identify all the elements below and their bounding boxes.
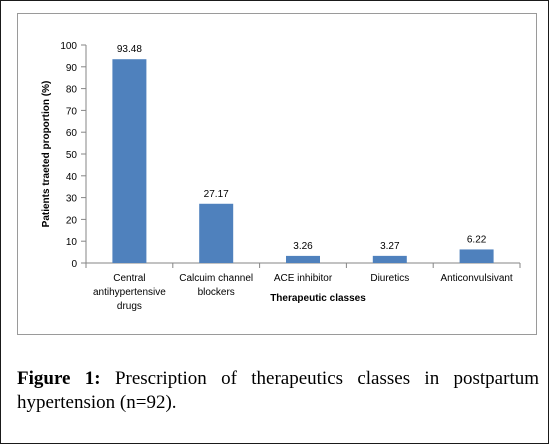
bar-value-label: 3.26	[293, 241, 313, 252]
x-category-label: antihypertensive	[93, 287, 166, 298]
y-tick-label: 40	[66, 172, 78, 183]
y-tick-label: 0	[71, 259, 77, 270]
x-category-label: Calcuim channel	[179, 273, 253, 284]
x-category-label: ACE inhibitor	[274, 273, 333, 284]
bar-value-label: 6.22	[467, 234, 487, 245]
figure-caption: Figure 1: Prescription of therapeutics c…	[17, 367, 539, 415]
y-tick-label: 60	[66, 128, 78, 139]
bar-value-label: 3.27	[380, 241, 400, 252]
y-tick-label: 50	[66, 150, 78, 161]
y-tick-label: 80	[66, 85, 78, 96]
bar	[199, 203, 234, 263]
bar-chart: 0 10 20 30 40 50 60 70 80 90 100 93.48 Central antihy…	[41, 41, 521, 312]
y-tick-label: 10	[66, 237, 78, 248]
bar-value-label: 27.17	[204, 189, 229, 200]
caption-label: Figure 1:	[17, 368, 101, 389]
bar	[459, 249, 494, 263]
bar	[286, 255, 320, 263]
caption-text-1: Prescription of therapeutics classes in …	[114, 368, 540, 389]
x-category-label: drugs	[117, 301, 142, 312]
y-tick-label: 90	[66, 63, 78, 74]
caption-line-1: Figure 1: Prescription of therapeutics c…	[17, 367, 539, 391]
x-category-label: Central	[113, 273, 145, 284]
bar-value-label: 93.48	[117, 44, 142, 55]
y-axis-title: Patients traeted proportion (%)	[41, 81, 52, 228]
y-tick-label: 30	[66, 194, 78, 205]
x-axis-title: Therapeutic classes	[270, 293, 366, 304]
x-category-label: Anticonvulsivant	[440, 273, 512, 284]
x-category-label: Diuretics	[370, 273, 409, 284]
chart-container: 0 10 20 30 40 50 60 70 80 90 100 93.48 Central antihy…	[17, 13, 537, 335]
caption-text-2: hypertension (n=92).	[17, 392, 177, 413]
y-tick-label: 20	[66, 215, 78, 226]
x-category-label: blockers	[198, 287, 235, 298]
y-tick-label: 100	[60, 41, 77, 52]
bar	[372, 255, 407, 263]
bar	[112, 59, 147, 264]
y-tick-label: 70	[66, 106, 78, 117]
